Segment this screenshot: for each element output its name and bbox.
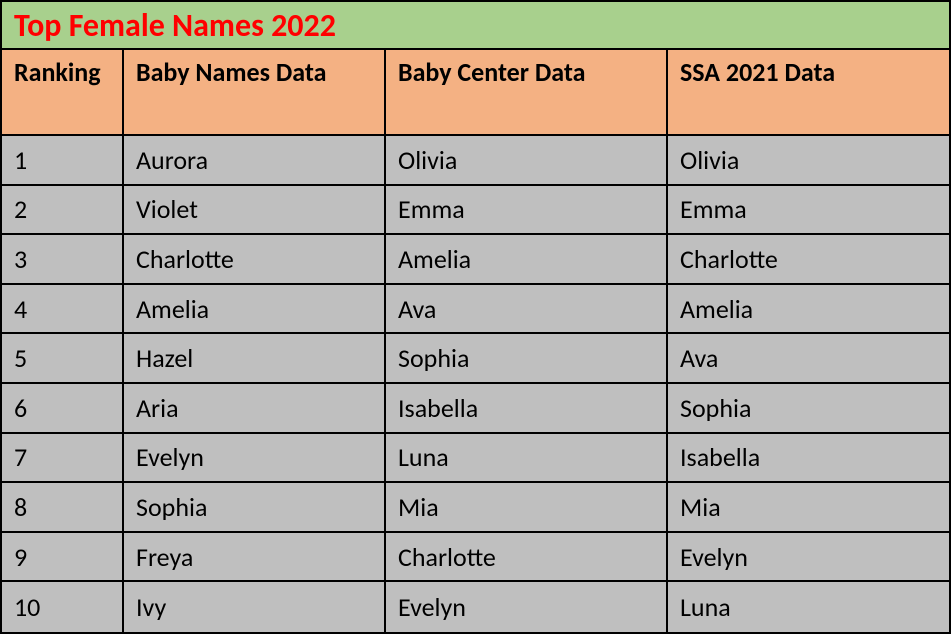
cell-baby-center: Emma xyxy=(386,186,668,234)
cell-baby-names: Charlotte xyxy=(124,235,386,283)
cell-ssa: Sophia xyxy=(668,384,949,432)
cell-baby-center: Olivia xyxy=(386,136,668,184)
cell-baby-names: Aurora xyxy=(124,136,386,184)
cell-ranking: 5 xyxy=(2,334,124,382)
names-table: Top Female Names 2022 Ranking Baby Names… xyxy=(0,0,951,634)
table-header-row: Ranking Baby Names Data Baby Center Data… xyxy=(2,50,949,136)
cell-baby-center: Mia xyxy=(386,483,668,531)
table-row: 10 Ivy Evelyn Luna xyxy=(2,582,949,632)
header-ranking: Ranking xyxy=(2,50,124,134)
cell-baby-names: Ivy xyxy=(124,582,386,632)
cell-ranking: 8 xyxy=(2,483,124,531)
table-body: 1 Aurora Olivia Olivia 2 Violet Emma Emm… xyxy=(2,136,949,632)
table-title: Top Female Names 2022 xyxy=(2,2,949,50)
cell-ssa: Charlotte xyxy=(668,235,949,283)
cell-ranking: 10 xyxy=(2,582,124,632)
cell-ranking: 6 xyxy=(2,384,124,432)
cell-ranking: 1 xyxy=(2,136,124,184)
cell-baby-names: Evelyn xyxy=(124,434,386,482)
cell-ranking: 9 xyxy=(2,533,124,581)
table-row: 1 Aurora Olivia Olivia xyxy=(2,136,949,186)
cell-baby-names: Aria xyxy=(124,384,386,432)
cell-ranking: 7 xyxy=(2,434,124,482)
cell-baby-center: Isabella xyxy=(386,384,668,432)
header-baby-names-data: Baby Names Data xyxy=(124,50,386,134)
cell-ssa: Evelyn xyxy=(668,533,949,581)
cell-ranking: 2 xyxy=(2,186,124,234)
cell-baby-center: Amelia xyxy=(386,235,668,283)
table-row: 3 Charlotte Amelia Charlotte xyxy=(2,235,949,285)
cell-ranking: 4 xyxy=(2,285,124,333)
cell-baby-names: Violet xyxy=(124,186,386,234)
cell-ssa: Olivia xyxy=(668,136,949,184)
table-row: 5 Hazel Sophia Ava xyxy=(2,334,949,384)
cell-baby-names: Amelia xyxy=(124,285,386,333)
cell-ranking: 3 xyxy=(2,235,124,283)
cell-ssa: Luna xyxy=(668,582,949,632)
table-row: 2 Violet Emma Emma xyxy=(2,186,949,236)
table-row: 6 Aria Isabella Sophia xyxy=(2,384,949,434)
header-ssa-data: SSA 2021 Data xyxy=(668,50,949,134)
cell-ssa: Amelia xyxy=(668,285,949,333)
cell-ssa: Ava xyxy=(668,334,949,382)
header-baby-center-data: Baby Center Data xyxy=(386,50,668,134)
cell-ssa: Emma xyxy=(668,186,949,234)
table-row: 4 Amelia Ava Amelia xyxy=(2,285,949,335)
cell-baby-center: Sophia xyxy=(386,334,668,382)
table-row: 9 Freya Charlotte Evelyn xyxy=(2,533,949,583)
table-row: 7 Evelyn Luna Isabella xyxy=(2,434,949,484)
cell-baby-center: Evelyn xyxy=(386,582,668,632)
cell-baby-center: Charlotte xyxy=(386,533,668,581)
cell-baby-names: Freya xyxy=(124,533,386,581)
cell-baby-names: Sophia xyxy=(124,483,386,531)
cell-ssa: Mia xyxy=(668,483,949,531)
cell-baby-names: Hazel xyxy=(124,334,386,382)
cell-baby-center: Ava xyxy=(386,285,668,333)
cell-ssa: Isabella xyxy=(668,434,949,482)
table-row: 8 Sophia Mia Mia xyxy=(2,483,949,533)
cell-baby-center: Luna xyxy=(386,434,668,482)
